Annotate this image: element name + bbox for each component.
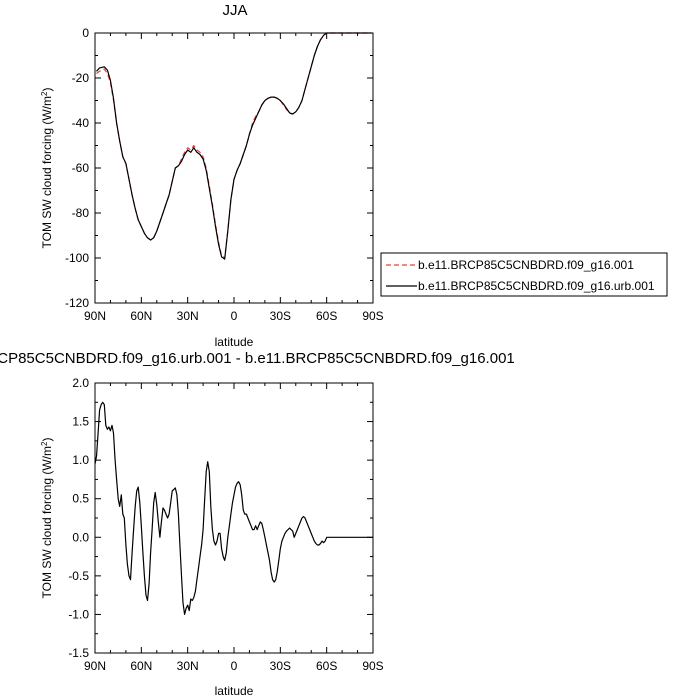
y-tick-label: -1.5 [68,646,89,660]
y-tick-label: 0 [82,26,89,40]
x-tick-label: 30S [270,659,291,673]
top-plot-frame [94,32,374,304]
bottom-x-axis-label: latitude [215,684,254,698]
y-tick-label: -60 [72,161,90,175]
legend-entry-2: b.e11.BRCP85C5CNBDRD.f09_g16.urb.001 [418,279,655,293]
bottom-series-layer [94,401,373,615]
y-tick-label: -120 [65,296,89,310]
x-tick-label: 60S [316,659,337,673]
x-tick-label: 30N [177,309,199,323]
x-tick-label: 60N [130,309,152,323]
top-y-axis-label: TOM SW cloud forcing (W/m2) [40,88,54,249]
top-title: JJA [222,2,247,19]
legend-entry-1: b.e11.BRCP85C5CNBDRD.f09_g16.001 [418,258,634,272]
y-tick-label: -20 [72,71,90,85]
x-tick-label: 30N [177,659,199,673]
top-panel: JJA 90N 60N 30N 0 30S 60S 90S 0 -20 -40 -60 -80 -10… [40,2,668,349]
bottom-y-axis-label: TOM SW cloud forcing (W/m2) [40,438,54,599]
x-tick-label: 0 [231,659,238,673]
y-tick-label: -1.0 [68,607,89,621]
x-tick-label: 90N [84,309,106,323]
bottom-y-axis-label-superscript: 2 [40,441,49,446]
legend-box [380,252,668,297]
top-x-ticks: 90N 60N 30N 0 30S 60S 90S [84,33,384,323]
x-tick-label: 60S [316,309,337,323]
top-series-line-2 [96,32,372,260]
x-tick-label: 0 [231,309,238,323]
bottom-plot-frame [94,382,374,654]
x-tick-label: 60N [130,659,152,673]
top-y-ticks: 0 -20 -40 -60 -80 -100 -120 [65,26,373,310]
y-tick-label: -100 [65,251,89,265]
legend: b.e11.BRCP85C5CNBDRD.f09_g16.001 b.e11.B… [380,252,668,297]
x-tick-label: 30S [270,309,291,323]
y-tick-label: -0.5 [68,569,89,583]
x-tick-label: 90S [362,659,383,673]
y-tick-label: 1.5 [72,415,89,429]
y-tick-label: 2.0 [72,376,89,390]
top-series-layer [96,32,372,260]
bottom-series-line-1 [94,401,373,615]
x-tick-label: 90N [84,659,106,673]
top-series-line-1 [96,32,372,259]
x-tick-label: 90S [362,309,383,323]
y-tick-label: 1.0 [72,453,89,467]
y-tick-label: 0.5 [72,492,89,506]
top-y-axis-label-superscript: 2 [40,91,49,96]
top-x-axis-label: latitude [215,335,254,349]
y-tick-label: -80 [72,206,90,220]
y-tick-label: -40 [72,116,90,130]
bottom-y-ticks: 2.0 1.5 1.0 0.5 0.0 -0.5 -1.0 -1.5 [68,376,373,660]
bottom-x-ticks: 90N 60N 30N 0 30S 60S 90S [84,383,384,673]
bottom-panel: CP85C5CNBDRD.f09_g16.urb.001 - b.e11.BRC… [0,350,515,698]
y-tick-label: 0.0 [72,530,89,544]
bottom-title: CP85C5CNBDRD.f09_g16.urb.001 - b.e11.BRC… [0,350,515,367]
